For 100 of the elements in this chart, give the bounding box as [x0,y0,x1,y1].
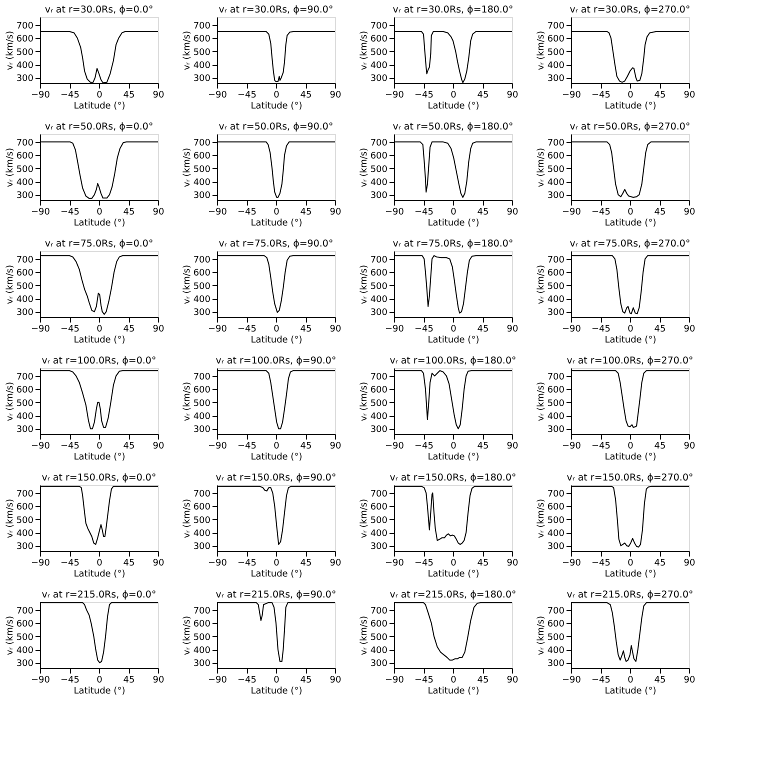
y-tick-label: 300 [370,425,388,436]
x-tick-label: −90 [562,90,582,100]
y-tick-label: 600 [547,268,565,279]
x-tick-label: 90 [506,676,518,686]
y-tick-label: 500 [547,164,565,175]
x-tick-label: 0 [274,90,280,100]
y-tick-label: 500 [370,516,388,526]
y-tick-label: 400 [16,412,34,422]
x-axis-title: Latitude (°) [74,686,126,696]
x-tick-label: 90 [330,442,342,452]
x-axis-title: Latitude (°) [74,452,126,462]
x-tick-label: −45 [414,676,434,686]
x-tick-label: −45 [60,208,80,218]
x-axis-title: Latitude (°) [428,336,480,346]
x-tick-label: 90 [330,324,342,334]
y-axis-title: vᵣ (km/s) [5,382,16,422]
x-axis-title: Latitude (°) [428,218,480,228]
y-axis-title: vᵣ (km/s) [182,30,192,70]
y-tick-label: 700 [193,489,211,500]
chart-title: vᵣ at r=150.0Rs, ϕ=90.0° [216,472,336,484]
y-axis-title: vᵣ (km/s) [536,498,546,538]
y-tick-label: 600 [16,620,34,630]
x-axis-title: Latitude (°) [604,336,656,346]
x-tick-label: 90 [684,208,696,218]
chart-title: vᵣ at r=75.0Rs, ϕ=270.0° [570,238,690,250]
x-tick-label: 90 [152,208,164,218]
y-tick-label: 400 [193,61,211,72]
y-axis-title: vᵣ (km/s) [182,148,192,188]
y-tick-label: 300 [16,308,34,318]
y-tick-label: 500 [547,632,565,643]
x-tick-label: −45 [238,90,256,100]
x-tick-label: 90 [330,208,342,218]
chart-title: vᵣ at r=30.0Rs, ϕ=180.0° [392,4,514,16]
y-tick-label: 500 [547,398,565,409]
x-tick-label: 90 [152,558,164,568]
chart-title: vᵣ at r=75.0Rs, ϕ=180.0° [392,238,514,250]
y-tick-label: 300 [16,191,34,202]
x-tick-label: 0 [96,676,103,686]
y-tick-label: 400 [547,529,565,540]
x-axis-title: Latitude (°) [74,570,126,580]
x-tick-label: −45 [414,558,434,568]
y-tick-label: 700 [16,138,34,148]
x-tick-label: −45 [592,442,610,452]
x-tick-label: 0 [450,442,457,452]
x-tick-label: −90 [31,324,50,334]
x-tick-label: −90 [385,558,404,568]
x-tick-label: 45 [300,558,312,568]
x-tick-label: 45 [123,90,135,100]
y-tick-label: 700 [16,21,34,32]
x-tick-label: 0 [628,208,634,218]
y-axis-title: vᵣ (km/s) [536,382,546,422]
x-axis-title: Latitude (°) [250,452,302,462]
x-tick-label: 0 [96,208,103,218]
y-tick-label: 500 [193,282,211,292]
y-axis-title: vᵣ (km/s) [5,30,16,70]
y-tick-label: 600 [16,502,34,513]
chart-title: vᵣ at r=50.0Rs, ϕ=270.0° [570,122,690,132]
y-tick-label: 300 [16,542,34,552]
y-tick-label: 600 [370,34,388,45]
x-tick-label: 90 [506,208,518,218]
y-tick-label: 700 [547,138,565,148]
y-axis-title: vᵣ (km/s) [359,264,370,304]
y-tick-label: 500 [370,398,388,409]
y-tick-label: 700 [16,606,34,616]
y-tick-label: 500 [193,48,211,58]
x-tick-label: −90 [562,442,582,452]
x-tick-label: 0 [96,90,103,100]
x-tick-label: −90 [31,558,50,568]
chart-title: vᵣ at r=150.0Rs, ϕ=0.0° [42,472,156,484]
x-tick-label: 45 [300,442,312,452]
y-tick-label: 700 [370,21,388,32]
x-tick-label: 45 [300,208,312,218]
x-tick-label: −90 [562,208,582,218]
y-tick-label: 500 [16,282,34,292]
x-tick-label: 90 [152,676,164,686]
x-tick-label: 45 [123,442,135,452]
y-tick-label: 600 [193,34,211,45]
y-tick-label: 300 [193,191,211,202]
y-tick-label: 400 [193,529,211,540]
chart-title: vᵣ at r=150.0Rs, ϕ=270.0° [566,472,694,484]
line-series [394,255,512,314]
x-tick-label: 90 [684,90,696,100]
x-tick-label: 45 [123,676,135,686]
y-axis-title: vᵣ (km/s) [5,264,16,304]
x-tick-label: 45 [300,676,312,686]
y-tick-label: 300 [16,74,34,84]
x-tick-label: 45 [300,90,312,100]
chart-title: vᵣ at r=75.0Rs, ϕ=0.0° [44,238,154,250]
chart-title: vᵣ at r=150.0Rs, ϕ=180.0° [390,472,516,484]
y-tick-label: 600 [16,152,34,162]
x-tick-label: −90 [385,442,404,452]
x-tick-label: 90 [330,90,342,100]
y-tick-label: 600 [193,386,211,396]
y-tick-label: 300 [547,74,565,84]
y-tick-label: 500 [370,632,388,643]
y-axis-title: vᵣ (km/s) [359,616,370,656]
x-tick-label: −45 [60,558,80,568]
x-axis-title: Latitude (°) [250,336,302,346]
y-tick-label: 700 [547,21,565,32]
y-axis-title: vᵣ (km/s) [359,30,370,70]
